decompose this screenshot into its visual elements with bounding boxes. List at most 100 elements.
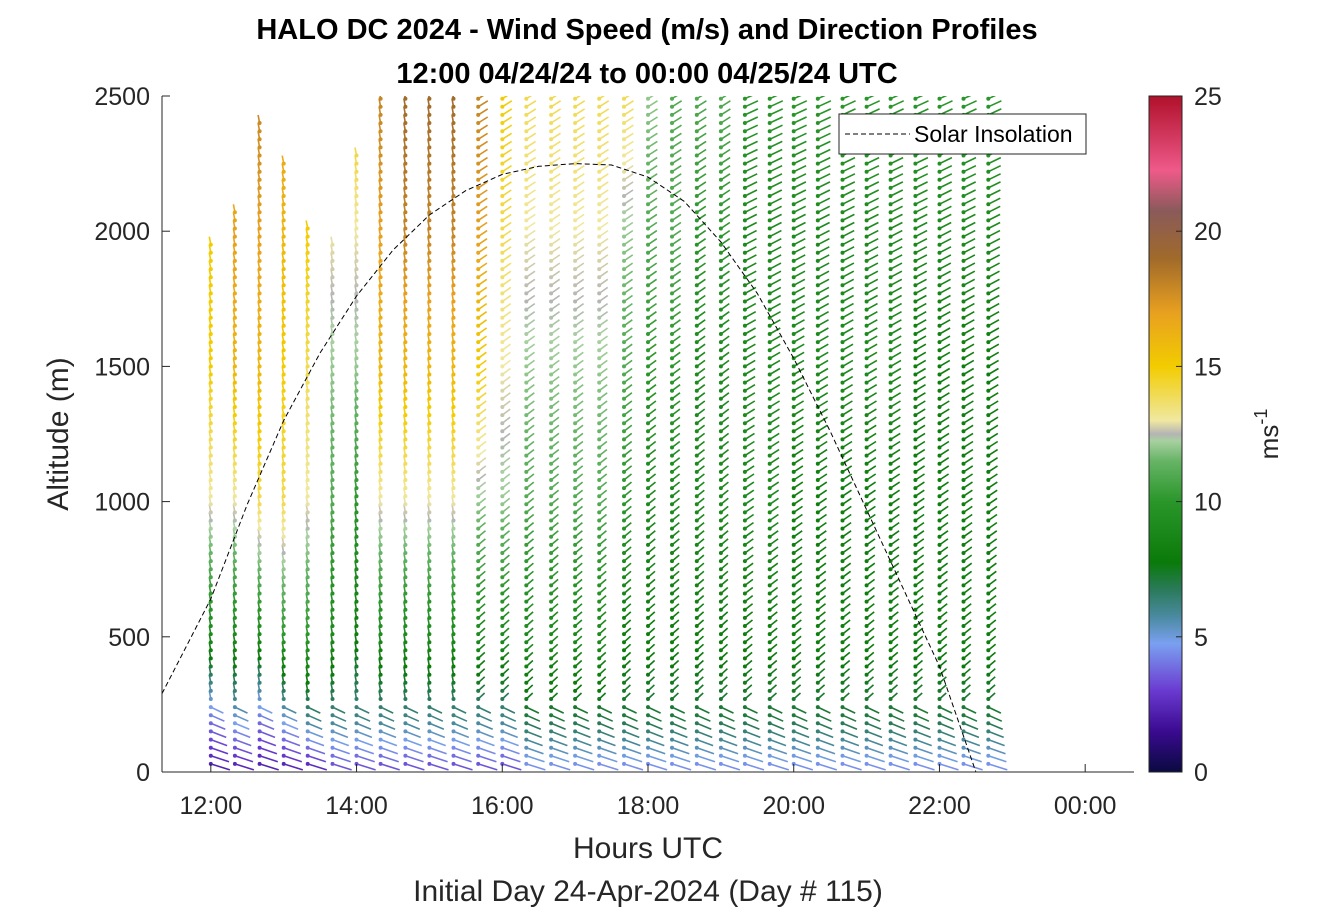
wind-barb-marker [500,737,505,742]
wind-barb-marker [840,185,845,190]
wind-barb-marker [937,737,942,742]
wind-barb-marker [208,729,213,734]
wind-barb-marker [232,364,237,369]
wind-barb-marker [913,388,918,393]
wind-barb-marker [646,575,650,580]
wind-barb-marker [451,315,456,320]
wind-barb-marker [573,632,578,637]
wind-barb-marker [646,688,650,693]
wind-barb-marker [524,567,529,572]
wind-barb-marker [718,721,723,726]
wind-barb-marker [208,705,213,710]
wind-barb-marker [864,396,869,401]
wind-barb-marker [573,575,578,580]
wind-barb-marker [815,226,820,231]
wind-barb-marker [670,648,674,653]
wind-barb-marker [378,194,383,198]
wind-barb-marker [815,145,820,150]
wind-barb-marker [670,299,674,304]
wind-barb-marker [232,307,237,312]
wind-barb-marker [378,632,383,637]
wind-barb-marker [622,567,626,572]
wind-barb-marker [573,607,578,612]
wind-barb-marker [888,161,893,166]
wind-barb [744,763,765,771]
wind-barb-marker [718,226,723,231]
wind-barb-marker [305,258,310,263]
wind-barb-marker [354,478,359,482]
wind-barb [890,714,905,722]
wind-barb [356,730,373,739]
wind-barb-marker [694,453,699,458]
wind-barb-marker [500,713,505,718]
wind-barb-marker [281,388,286,393]
wind-barb-marker [573,234,578,239]
wind-barb-marker [427,648,432,653]
wind-barb [429,714,444,722]
wind-barb [842,100,856,108]
wind-barb [793,335,805,343]
wind-barb-marker [378,299,383,304]
wind-barb-marker [451,202,456,207]
wind-barb-marker [354,624,359,628]
wind-barb-marker [840,267,845,272]
wind-barb [696,746,715,755]
wind-barb-marker [913,218,918,223]
wind-barb [915,286,927,295]
wind-barb-marker [864,421,869,426]
wind-barb-marker [815,453,820,458]
wind-barb-marker [500,169,505,174]
wind-barb-marker [791,559,796,564]
wind-barb-marker [622,656,626,661]
wind-barb [259,738,277,747]
wind-barb-marker [257,705,262,710]
wind-barb-marker [864,697,869,701]
wind-barb-marker [815,169,820,174]
wind-barb-marker [281,615,286,620]
wind-barb-marker [378,502,383,507]
wind-barb [890,746,909,755]
wind-barb-marker [524,421,529,426]
wind-barb-marker [597,761,602,766]
wind-barb-marker [476,761,481,766]
wind-barb-marker [208,624,213,628]
wind-barb-marker [476,453,481,458]
wind-barb-marker [888,405,893,409]
wind-barb-marker [232,453,237,458]
wind-barb-marker [937,437,942,442]
wind-barb-marker [670,445,674,450]
wind-barb-marker [476,234,481,239]
wind-barb [623,722,639,731]
wind-barb [793,164,807,173]
wind-barb [793,148,807,157]
wind-barb-marker [718,242,723,247]
wind-barb-marker [937,210,942,215]
wind-barb [744,156,758,165]
wind-barb-marker [281,267,286,272]
wind-barb [866,763,886,771]
wind-barb-marker [815,551,820,555]
wind-barb-marker [815,396,820,401]
wind-barb-marker [330,315,335,320]
wind-barb-marker [937,713,942,718]
wind-barb-marker [305,340,310,345]
wind-barb [671,706,686,714]
wind-barb-marker [403,137,408,142]
wind-barb [793,140,807,149]
wind-barb-marker [427,429,432,434]
wind-barb-marker [815,202,820,207]
wind-barb [817,124,831,132]
wind-barb [817,755,837,763]
wind-barb-marker [815,721,820,726]
wind-barb-marker [257,356,262,361]
wind-barb-marker [622,161,626,166]
wind-barb-marker [354,267,359,272]
wind-barb-marker [597,721,602,726]
wind-barb [453,722,469,731]
wind-barb-marker [427,145,432,150]
wind-barb-marker [597,356,602,361]
wind-barb-marker [281,250,286,255]
wind-barb [234,722,250,731]
wind-barb-marker [791,340,796,345]
wind-barb-marker [646,267,650,272]
